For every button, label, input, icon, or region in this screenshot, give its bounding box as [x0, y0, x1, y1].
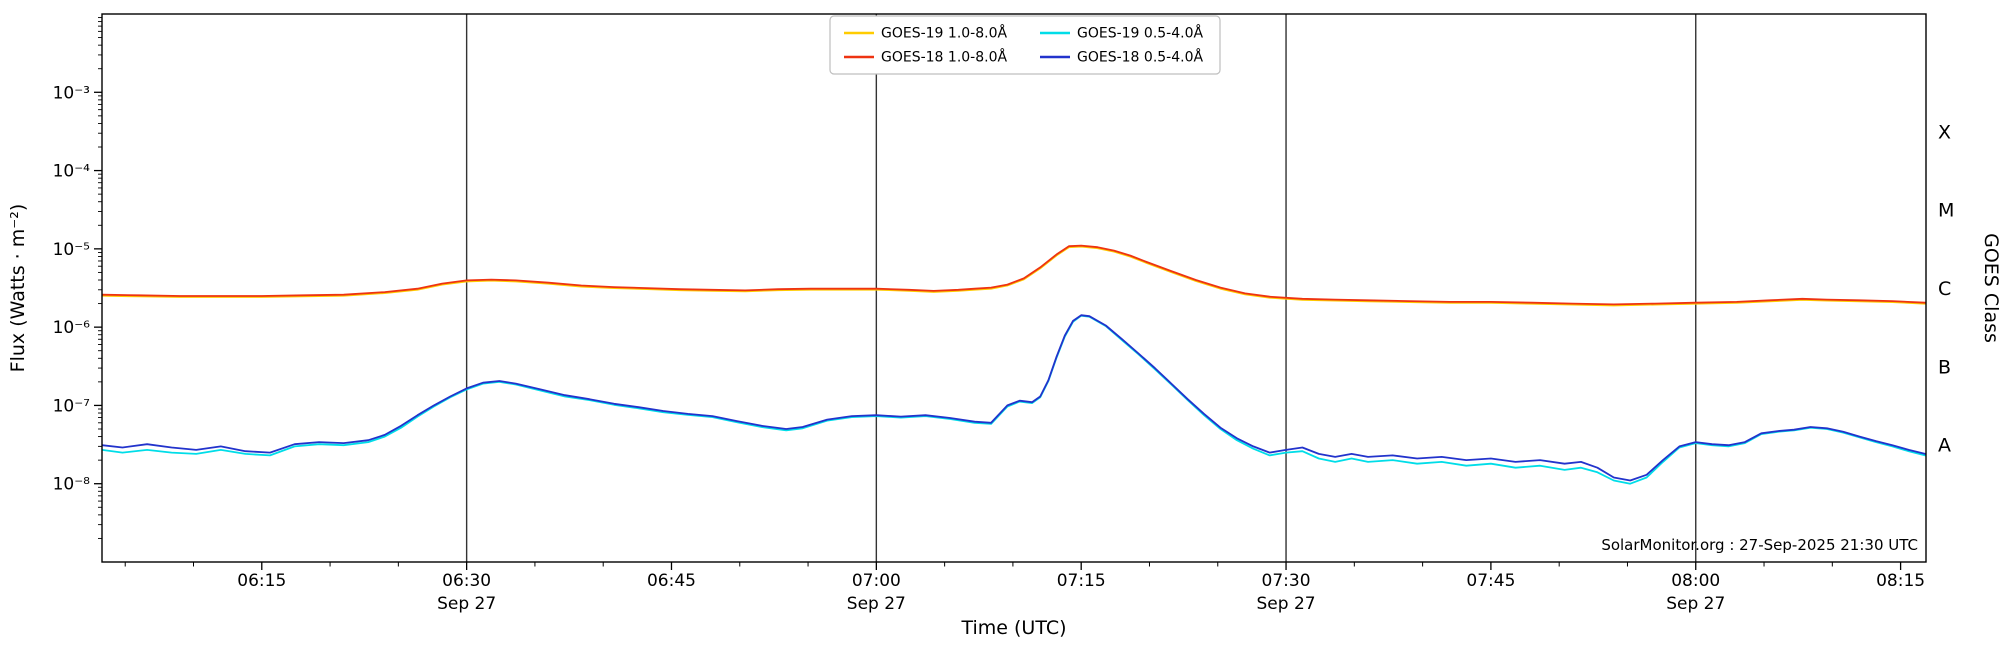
series-line-goes19-long — [102, 245, 1926, 307]
legend-label: GOES-19 0.5-4.0Å — [1077, 25, 1203, 42]
flux-series — [102, 244, 1926, 485]
goes-class-scale: X M C B A — [1938, 121, 1954, 456]
watermark: SolarMonitor.org : 27-Sep-2025 21:30 UTC — [1601, 536, 1918, 554]
x-axis: 06:15 06:30 06:45 07:00 07:15 07:30 07:45 08:00… — [124, 562, 1925, 591]
x-tick-label: 08:15 — [1876, 571, 1925, 591]
date-marker-label: Sep 27 — [1257, 594, 1316, 614]
y-axis-title: Flux (Watts · m⁻²) — [7, 204, 29, 373]
date-marker-lines: Sep 27 Sep 27 Sep 27 Sep 27 — [437, 14, 1725, 614]
goes-class-label: A — [1938, 435, 1951, 457]
y-tick-label: 10⁻⁷ — [53, 396, 91, 416]
legend-label: GOES-19 1.0-8.0Å — [881, 25, 1007, 42]
series-line-goes19-short — [102, 314, 1926, 485]
y-tick-label: 10⁻⁸ — [53, 475, 91, 495]
date-marker-label: Sep 27 — [847, 594, 906, 614]
legend-label: GOES-18 0.5-4.0Å — [1077, 49, 1203, 66]
x-tick-label: 07:45 — [1466, 571, 1515, 591]
goes-class-label: X — [1938, 121, 1951, 143]
goes-class-label: B — [1938, 356, 1951, 378]
y-tick-label: 10⁻⁴ — [53, 162, 91, 182]
x-tick-label: 07:15 — [1057, 571, 1106, 591]
x-tick-label: 07:30 — [1262, 571, 1311, 591]
legend-box: GOES-19 1.0-8.0Å GOES-19 0.5-4.0Å GOES-18 … — [829, 15, 1221, 75]
date-marker-label: Sep 27 — [1666, 594, 1725, 614]
goes-class-label: M — [1938, 200, 1954, 222]
goes-class-label: C — [1938, 278, 1951, 300]
x-tick-label: 06:45 — [647, 571, 696, 591]
plot-frame — [101, 13, 1927, 563]
y-tick-label: 10⁻⁵ — [53, 240, 90, 260]
x-tick-label: 06:15 — [237, 571, 286, 591]
legend-label: GOES-18 1.0-8.0Å — [881, 49, 1007, 66]
series-line-goes18-long — [102, 244, 1926, 306]
x-tick-label: 06:30 — [442, 571, 491, 591]
right-axis-title: GOES Class — [1980, 233, 2000, 343]
series-line-goes18-short — [102, 314, 1926, 482]
x-axis-title: Time (UTC) — [960, 617, 1066, 639]
y-tick-label: 10⁻⁶ — [53, 318, 91, 338]
x-tick-label: 08:00 — [1671, 571, 1720, 591]
date-marker-label: Sep 27 — [437, 594, 496, 614]
y-tick-label: 10⁻³ — [53, 83, 90, 103]
x-tick-label: 07:00 — [852, 571, 901, 591]
y-axis: 10⁻³ 10⁻⁴ 10⁻⁵ 10⁻⁶ 10⁻⁷ 10⁻⁸ — [53, 17, 102, 539]
legend-frame — [829, 15, 1221, 75]
